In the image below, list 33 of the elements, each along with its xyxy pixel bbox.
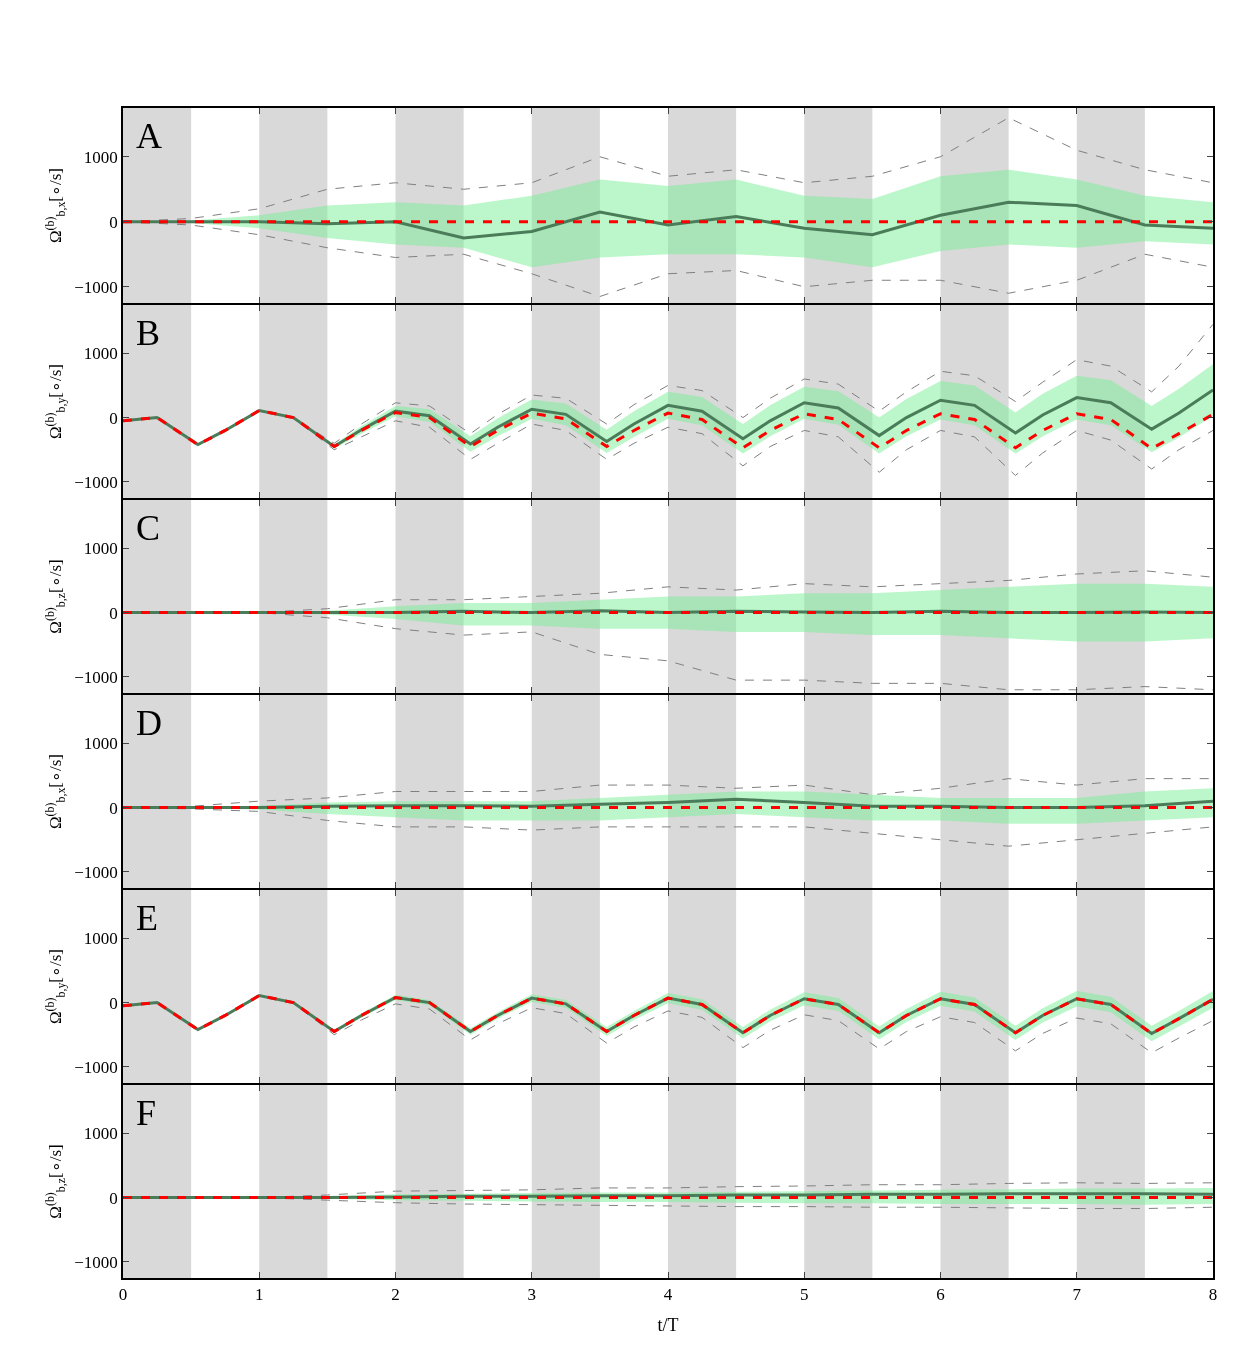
- y-tick-label: −1000: [74, 1057, 118, 1077]
- annotation: E: [136, 898, 158, 938]
- y-tick-label: 1000: [83, 734, 118, 754]
- y-tick-label: 1000: [83, 929, 118, 949]
- x-tick-label: 1: [255, 1285, 264, 1305]
- annotation: F: [136, 1093, 157, 1133]
- x-axis-title: t/T: [657, 1314, 679, 1335]
- y-tick-label: 1000: [83, 147, 118, 167]
- y-tick-label: 0: [109, 603, 118, 623]
- y-tick-label: 1000: [83, 539, 118, 559]
- y-tick-label: −1000: [74, 1252, 118, 1272]
- x-tick-label: 6: [936, 1285, 945, 1305]
- x-tick-label: 8: [1208, 1285, 1218, 1305]
- y-tick-label: −1000: [74, 472, 118, 492]
- y-tick-label: 1000: [83, 1124, 118, 1144]
- x-tick-label: 7: [1072, 1285, 1082, 1305]
- y-tick-label: −1000: [74, 277, 118, 297]
- y-tick-label: 0: [109, 993, 118, 1013]
- y-tick-label: −1000: [74, 667, 118, 687]
- annotation: D: [136, 703, 162, 743]
- annotation: A: [136, 116, 162, 156]
- x-tick-label: 5: [800, 1285, 809, 1305]
- y-tick-label: −1000: [74, 862, 118, 882]
- x-tick-label: 2: [391, 1285, 400, 1305]
- y-tick-label: 0: [109, 212, 118, 232]
- x-tick-label: 3: [527, 1285, 536, 1305]
- y-tick-label: 0: [109, 798, 118, 818]
- annotation: B: [136, 313, 161, 353]
- y-tick-label: 1000: [83, 344, 118, 364]
- y-tick-label: 0: [109, 1188, 118, 1208]
- annotation: C: [136, 508, 161, 548]
- x-tick-label: 4: [663, 1285, 673, 1305]
- y-tick-label: 0: [109, 408, 118, 428]
